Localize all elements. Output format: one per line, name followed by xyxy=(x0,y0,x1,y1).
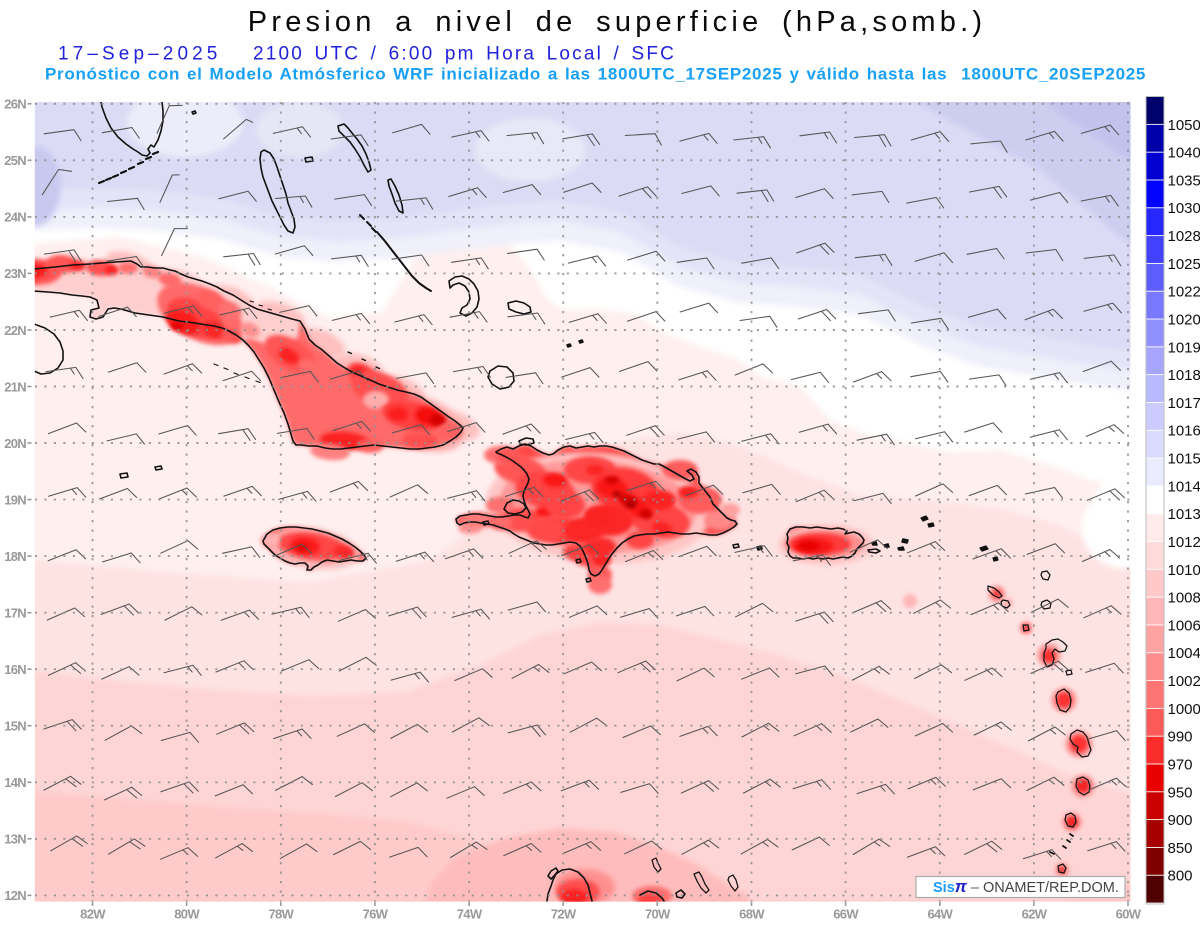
svg-text:15N: 15N xyxy=(4,719,26,734)
svg-text:60W: 60W xyxy=(1116,907,1142,922)
svg-text:17N: 17N xyxy=(4,606,26,621)
svg-text:12N: 12N xyxy=(4,888,26,903)
svg-text:1020: 1020 xyxy=(1168,312,1200,329)
svg-text:1040: 1040 xyxy=(1168,145,1200,162)
svg-text:1008: 1008 xyxy=(1168,590,1200,607)
svg-text:2100 UTC / 6:00 pm Hora Local: 2100 UTC / 6:00 pm Hora Local / SFC xyxy=(253,44,676,65)
svg-text:950: 950 xyxy=(1168,784,1193,801)
svg-text:1004: 1004 xyxy=(1168,645,1200,662)
svg-text:74W: 74W xyxy=(457,907,483,922)
svg-text:76W: 76W xyxy=(363,907,389,922)
svg-text:1022: 1022 xyxy=(1168,284,1200,301)
svg-text:78W: 78W xyxy=(268,907,294,922)
svg-text:17–Sep–2025: 17–Sep–2025 xyxy=(58,44,221,65)
svg-text:Pronóstico con el Modelo Atmós: Pronóstico con el Modelo Atmósferico WRF… xyxy=(45,65,1146,84)
svg-text:24N: 24N xyxy=(4,210,26,225)
svg-text:26N: 26N xyxy=(4,97,26,112)
svg-text:800: 800 xyxy=(1168,868,1193,885)
svg-text:1016: 1016 xyxy=(1168,423,1200,440)
svg-text:19N: 19N xyxy=(4,492,26,507)
svg-text:1000: 1000 xyxy=(1168,701,1200,718)
svg-text:1019: 1019 xyxy=(1168,339,1200,356)
svg-text:20N: 20N xyxy=(4,436,26,451)
svg-text:13N: 13N xyxy=(4,832,26,847)
svg-text:80W: 80W xyxy=(174,907,200,922)
svg-text:1018: 1018 xyxy=(1168,367,1200,384)
svg-text:1006: 1006 xyxy=(1168,617,1200,634)
svg-text:1014: 1014 xyxy=(1168,478,1200,495)
svg-text:64W: 64W xyxy=(927,907,953,922)
svg-text:Presion a nivel de superficie: Presion a nivel de superficie (hPa,somb.… xyxy=(248,6,986,38)
svg-text:970: 970 xyxy=(1168,756,1193,773)
svg-text:1050: 1050 xyxy=(1168,117,1200,134)
svg-text:66W: 66W xyxy=(833,907,859,922)
svg-text:25N: 25N xyxy=(4,153,26,168)
svg-text:1013: 1013 xyxy=(1168,506,1200,523)
svg-text:1002: 1002 xyxy=(1168,673,1200,690)
svg-text:1028: 1028 xyxy=(1168,228,1200,245)
svg-text:1010: 1010 xyxy=(1168,562,1200,579)
svg-text:Sisπ – ONAMET/REP.DOM.: Sisπ – ONAMET/REP.DOM. xyxy=(933,877,1119,896)
svg-text:1035: 1035 xyxy=(1168,172,1200,189)
svg-text:72W: 72W xyxy=(551,907,577,922)
svg-text:68W: 68W xyxy=(739,907,765,922)
svg-text:62W: 62W xyxy=(1022,907,1048,922)
svg-text:16N: 16N xyxy=(4,662,26,677)
svg-text:23N: 23N xyxy=(4,266,26,281)
svg-text:1017: 1017 xyxy=(1168,395,1200,412)
svg-text:22N: 22N xyxy=(4,323,26,338)
svg-text:1030: 1030 xyxy=(1168,200,1200,217)
svg-text:21N: 21N xyxy=(4,379,26,394)
svg-text:82W: 82W xyxy=(80,907,106,922)
svg-text:990: 990 xyxy=(1168,729,1193,746)
svg-text:14N: 14N xyxy=(4,775,26,790)
svg-text:1025: 1025 xyxy=(1168,256,1200,273)
svg-text:18N: 18N xyxy=(4,549,26,564)
svg-text:70W: 70W xyxy=(645,907,671,922)
svg-text:1015: 1015 xyxy=(1168,451,1200,468)
svg-text:900: 900 xyxy=(1168,812,1193,829)
svg-text:850: 850 xyxy=(1168,840,1193,857)
svg-text:1012: 1012 xyxy=(1168,534,1200,551)
